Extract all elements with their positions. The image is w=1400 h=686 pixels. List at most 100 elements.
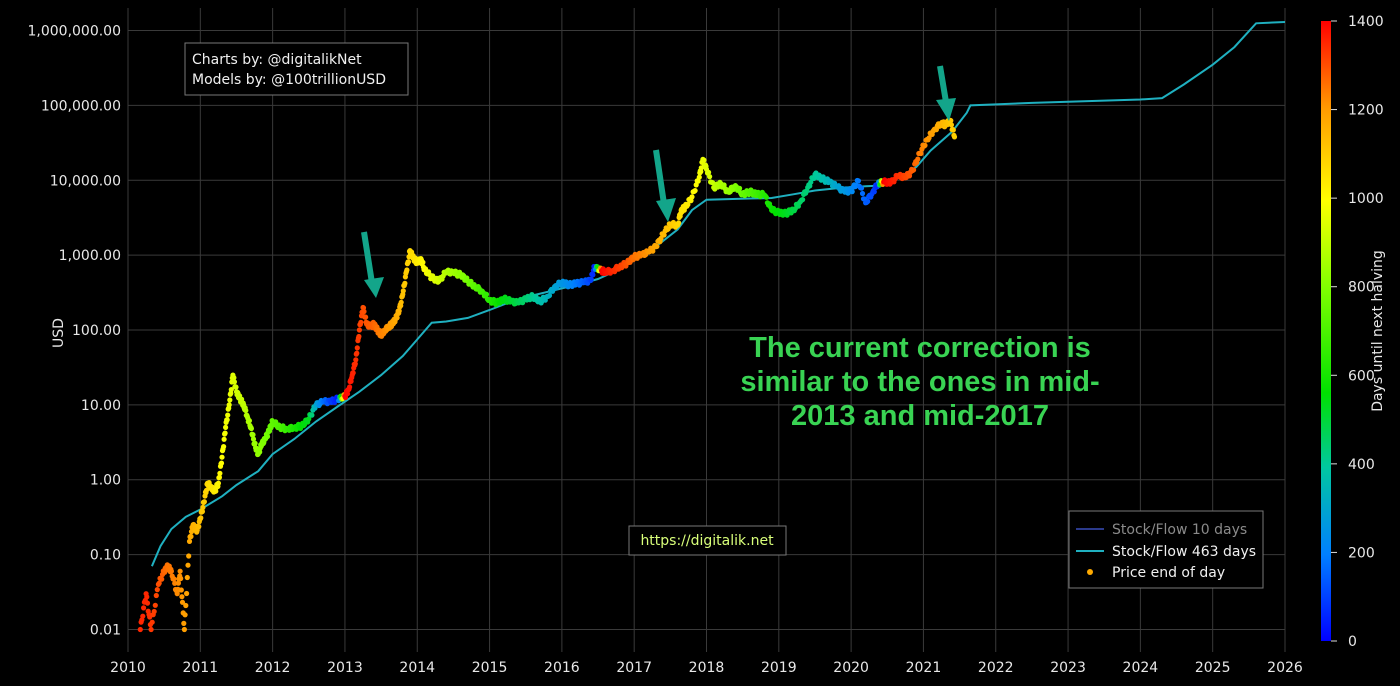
price-point bbox=[398, 299, 404, 305]
x-tick-label: 2021 bbox=[906, 660, 942, 676]
y-tick-label: 100,000.00 bbox=[41, 98, 121, 114]
y-tick-label: 0.10 bbox=[90, 548, 121, 564]
colorbar-ticks: 0 200 400 600 800 1000 1200 1400 bbox=[1331, 14, 1384, 650]
price-point bbox=[179, 599, 186, 605]
price-point bbox=[859, 190, 866, 197]
price-point bbox=[918, 150, 924, 157]
x-tick-label: 2017 bbox=[616, 660, 652, 676]
price-point bbox=[676, 220, 682, 226]
price-point bbox=[350, 370, 356, 376]
price-point bbox=[361, 308, 367, 315]
price-point bbox=[933, 127, 940, 133]
price-point bbox=[707, 174, 713, 180]
x-tick-label: 2016 bbox=[544, 660, 580, 676]
price-point bbox=[363, 314, 369, 320]
price-point bbox=[168, 568, 174, 574]
price-point bbox=[353, 357, 359, 363]
price-point bbox=[689, 194, 695, 200]
price-point bbox=[692, 188, 698, 194]
price-point bbox=[227, 397, 233, 403]
price-point bbox=[183, 602, 189, 609]
price-point bbox=[182, 612, 188, 618]
price-point bbox=[177, 568, 183, 574]
price-point bbox=[231, 375, 237, 381]
colorbar-tick-label: 1000 bbox=[1348, 191, 1384, 207]
price-point bbox=[181, 620, 187, 627]
price-point bbox=[405, 259, 412, 265]
price-point bbox=[950, 127, 956, 133]
price-point bbox=[141, 605, 147, 611]
url-box: https://digitalik.net bbox=[628, 525, 787, 556]
annotation-arrows bbox=[361, 65, 956, 298]
credits-box: Charts by: @digitalikNet Models by: @100… bbox=[184, 42, 409, 96]
price-point bbox=[698, 169, 704, 175]
price-point bbox=[654, 243, 660, 249]
price-point bbox=[184, 574, 190, 581]
price-point bbox=[154, 587, 160, 593]
colorbar-tick-label: 600 bbox=[1348, 368, 1375, 384]
price-point bbox=[228, 387, 234, 393]
price-point bbox=[354, 350, 360, 356]
price-point bbox=[171, 576, 177, 582]
price-point bbox=[172, 580, 178, 586]
x-tick-label: 2025 bbox=[1195, 660, 1231, 676]
y-tick-label: 0.01 bbox=[90, 622, 121, 638]
stock-flow-463-path bbox=[150, 21, 1286, 567]
price-point bbox=[181, 626, 187, 633]
price-point bbox=[911, 167, 917, 173]
price-point bbox=[264, 433, 271, 440]
price-point bbox=[137, 626, 143, 633]
y-axis-title: USD bbox=[51, 318, 67, 348]
price-point bbox=[223, 424, 229, 430]
price-point bbox=[140, 613, 146, 619]
price-point bbox=[196, 524, 202, 530]
legend-label-sf463: Stock/Flow 463 days bbox=[1112, 544, 1256, 560]
price-point bbox=[483, 291, 490, 297]
stock-flow-463-line bbox=[150, 21, 1286, 567]
correction-note: The current correction is similar to the… bbox=[740, 332, 1099, 432]
price-point bbox=[222, 430, 228, 436]
x-tick-label: 2012 bbox=[255, 660, 291, 676]
price-point bbox=[400, 288, 406, 294]
note-line-3: 2013 and mid-2017 bbox=[791, 400, 1049, 432]
price-point bbox=[217, 470, 223, 476]
colorbar-tick-label: 400 bbox=[1348, 457, 1375, 473]
price-point bbox=[221, 436, 227, 442]
price-point bbox=[215, 480, 221, 486]
price-point bbox=[306, 416, 312, 422]
price-point bbox=[865, 198, 871, 204]
price-point bbox=[151, 608, 157, 615]
price-point bbox=[396, 308, 402, 314]
colorbar-tick-label: 0 bbox=[1348, 634, 1357, 650]
y-tick-label: 100.00 bbox=[72, 323, 121, 339]
price-point bbox=[701, 157, 707, 163]
price-point bbox=[178, 587, 184, 593]
price-points bbox=[137, 117, 958, 633]
colorbar-tick-label: 200 bbox=[1348, 545, 1375, 561]
price-point bbox=[695, 178, 701, 184]
x-tick-label: 2013 bbox=[327, 660, 363, 676]
price-point bbox=[951, 134, 958, 140]
price-point bbox=[849, 189, 855, 195]
price-point bbox=[152, 602, 158, 608]
x-tick-label: 2023 bbox=[1050, 660, 1086, 676]
legend-label-price: Price end of day bbox=[1112, 565, 1225, 581]
x-tick-label: 2024 bbox=[1123, 660, 1159, 676]
price-point bbox=[926, 135, 932, 141]
url-text: https://digitalik.net bbox=[640, 533, 774, 549]
price-point bbox=[250, 432, 256, 438]
legend-swatch-price bbox=[1087, 569, 1093, 575]
price-point bbox=[309, 412, 315, 418]
price-point bbox=[394, 315, 400, 321]
colorbar-title: Days until next halving bbox=[1370, 250, 1386, 412]
price-point bbox=[706, 169, 712, 175]
price-point bbox=[252, 440, 258, 446]
price-point bbox=[159, 576, 165, 582]
price-point bbox=[763, 194, 770, 200]
y-tick-label: 10,000.00 bbox=[50, 173, 121, 189]
price-point bbox=[224, 417, 230, 423]
arrow-2017-icon bbox=[653, 149, 676, 222]
price-point bbox=[201, 499, 207, 505]
price-point bbox=[800, 197, 806, 203]
